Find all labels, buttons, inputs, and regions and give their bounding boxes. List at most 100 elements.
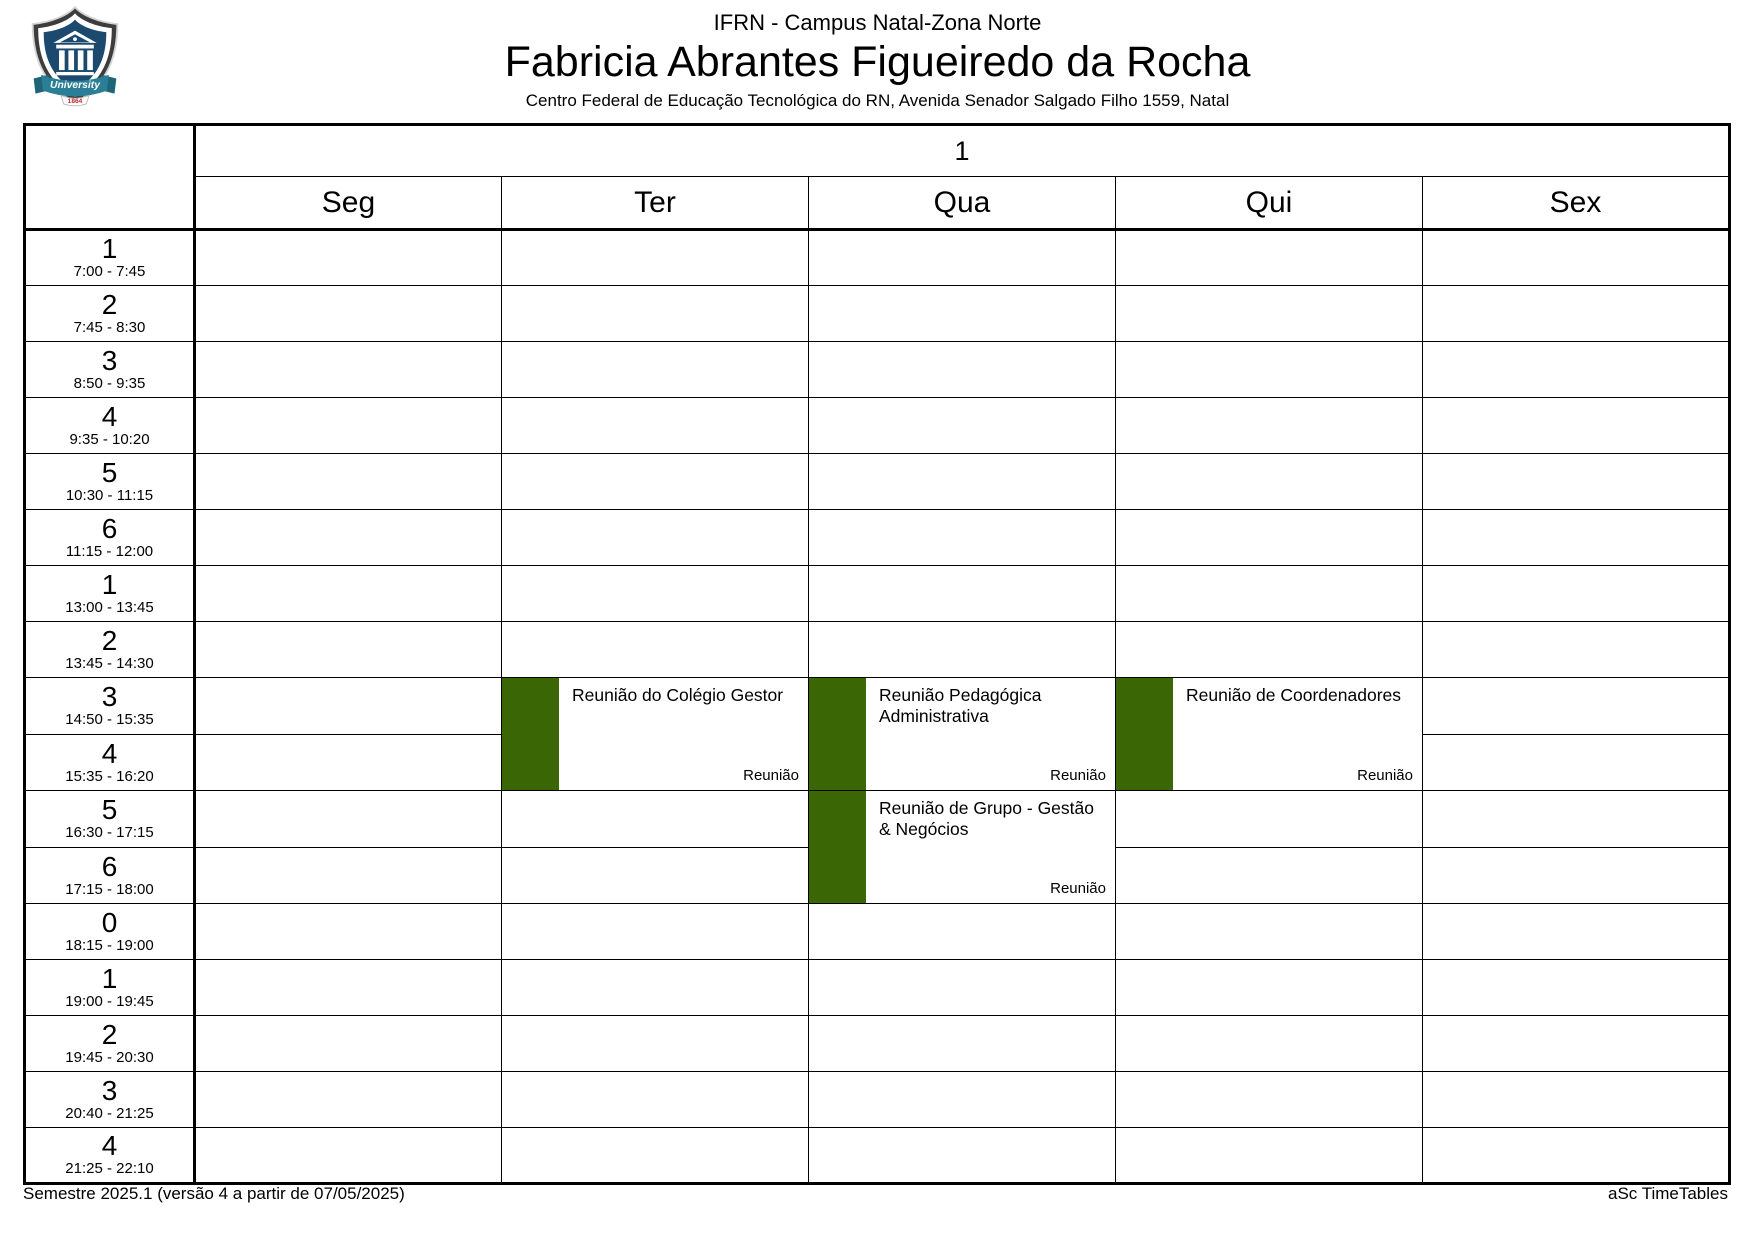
schedule-cell — [1421, 509, 1731, 566]
schedule-cell — [194, 733, 502, 791]
event-cell: Reunião de Grupo - Gestão & Negócios Reun… — [808, 790, 1116, 904]
institution-title: IFRN - Campus Natal-Zona Norte — [713, 10, 1042, 35]
timetable-body: 1 7:00 - 7:45 2 7:45 - 8:30 3 8:50 - 9:35 4 9:3… — [24, 229, 1731, 1184]
period-cell: 3 14:50 - 15:35 — [24, 677, 196, 735]
schedule-cell — [501, 565, 809, 622]
schedule-cell — [194, 790, 502, 848]
schedule-cell — [1421, 621, 1731, 678]
event-title: Reunião Pedagógica Administrativa — [879, 685, 1042, 727]
period-number: 5 — [101, 794, 118, 825]
schedule-cell — [1421, 285, 1731, 342]
event-title: Reunião de Coordenadores — [1186, 685, 1402, 705]
event-cell: Reunião de Coordenadores Reunião — [1115, 677, 1423, 791]
schedule-cell — [1421, 677, 1731, 735]
event-block: Reunião de Coordenadores Reunião — [1116, 678, 1422, 790]
period-time-range: 19:45 - 20:30 — [65, 1048, 154, 1066]
schedule-cell — [501, 341, 809, 398]
event-content: Reunião Pedagógica Administrativa Reunião — [866, 678, 1115, 790]
period-number: 0 — [101, 906, 118, 938]
period-number: 2 — [101, 288, 118, 320]
schedule-cell — [1421, 733, 1731, 791]
period-time-range: 7:45 - 8:30 — [73, 318, 146, 336]
schedule-cell — [1115, 903, 1423, 960]
schedule-cell — [194, 565, 502, 622]
period-time-range: 7:00 - 7:45 — [73, 263, 146, 281]
period-cell: 5 10:30 - 11:15 — [24, 453, 196, 510]
event-content: Reunião do Colégio Gestor Reunião — [559, 678, 808, 790]
event-color-bar — [502, 678, 559, 790]
period-number: 2 — [101, 1018, 118, 1050]
schedule-cell — [1115, 621, 1423, 678]
period-cell: 2 7:45 - 8:30 — [24, 285, 196, 342]
period-number: 4 — [101, 737, 118, 769]
day-header-qua: Qua — [808, 176, 1116, 231]
schedule-cell — [1115, 1015, 1423, 1072]
period-cell: 4 15:35 - 16:20 — [24, 733, 196, 791]
period-cell: 3 8:50 - 9:35 — [24, 341, 196, 398]
event-cell: Reunião do Colégio Gestor Reunião — [501, 677, 809, 791]
period-cell: 6 17:15 - 18:00 — [24, 846, 196, 904]
schedule-cell — [501, 903, 809, 960]
period-cell: 3 20:40 - 21:25 — [24, 1071, 196, 1128]
schedule-cell — [1421, 903, 1731, 960]
event-color-bar — [809, 678, 866, 790]
logo-building-icon — [53, 30, 97, 76]
schedule-cell — [1421, 397, 1731, 454]
schedule-cell — [501, 1127, 809, 1184]
schedule-cell — [501, 1071, 809, 1128]
schedule-cell — [808, 1015, 1116, 1072]
schedule-cell — [501, 509, 809, 566]
period-time-range: 18:15 - 19:00 — [65, 936, 154, 954]
schedule-cell — [194, 959, 502, 1016]
event-block: Reunião do Colégio Gestor Reunião — [502, 678, 808, 790]
logo-year-banner: 1864 — [60, 94, 90, 107]
schedule-cell — [808, 285, 1116, 342]
period-number: 3 — [101, 681, 118, 712]
period-number: 6 — [101, 512, 118, 544]
period-time-range: 13:00 - 13:45 — [65, 598, 154, 616]
day-header-ter: Ter — [501, 176, 809, 231]
event-type-label: Reunião — [1050, 767, 1106, 784]
schedule-cell — [1115, 341, 1423, 398]
schedule-cell — [1115, 397, 1423, 454]
footer-app-credit: aSc TimeTables — [1608, 1184, 1728, 1203]
schedule-cell — [808, 565, 1116, 622]
institution-address: Centro Federal de Educação Tecnológica d… — [525, 90, 1230, 110]
schedule-cell — [808, 341, 1116, 398]
schedule-cell — [1421, 1127, 1731, 1184]
period-number: 6 — [101, 850, 118, 882]
period-cell: 2 19:45 - 20:30 — [24, 1015, 196, 1072]
schedule-cell — [501, 285, 809, 342]
timetable: 1 Seg Ter Qua Qui Sex 1 7:00 - 7:45 2 7:45 … — [23, 123, 1732, 1185]
schedule-cell — [194, 903, 502, 960]
schedule-cell — [1421, 790, 1731, 848]
logo-banner-text: University — [50, 80, 101, 91]
schedule-cell — [1115, 846, 1423, 904]
schedule-cell — [501, 229, 809, 286]
schedule-cell — [808, 1127, 1116, 1184]
schedule-cell — [1421, 846, 1731, 904]
day-header-sex: Sex — [1421, 176, 1731, 231]
period-number: 1 — [101, 962, 118, 994]
schedule-cell — [1115, 959, 1423, 1016]
period-cell: 1 7:00 - 7:45 — [24, 229, 196, 286]
page-header: IFRN - Campus Natal-Zona Norte Fabricia … — [0, 10, 1755, 111]
schedule-cell — [1421, 229, 1731, 286]
schedule-cell — [194, 341, 502, 398]
schedule-cell — [808, 229, 1116, 286]
schedule-cell — [194, 285, 502, 342]
period-time-range: 8:50 - 9:35 — [73, 374, 146, 392]
logo-ribbon: University — [33, 74, 117, 97]
period-number: 1 — [101, 568, 118, 600]
event-type-label: Reunião — [1357, 767, 1413, 784]
schedule-cell — [1421, 959, 1731, 1016]
period-time-range: 21:25 - 22:10 — [65, 1160, 154, 1178]
period-time-range: 9:35 - 10:20 — [69, 430, 150, 448]
schedule-cell — [1421, 1015, 1731, 1072]
event-content: Reunião de Grupo - Gestão & Negócios Reun… — [866, 791, 1115, 903]
schedule-cell — [194, 453, 502, 510]
schedule-cell — [194, 1015, 502, 1072]
schedule-cell — [1421, 341, 1731, 398]
day-header-qui: Qui — [1115, 176, 1423, 231]
schedule-cell — [194, 621, 502, 678]
